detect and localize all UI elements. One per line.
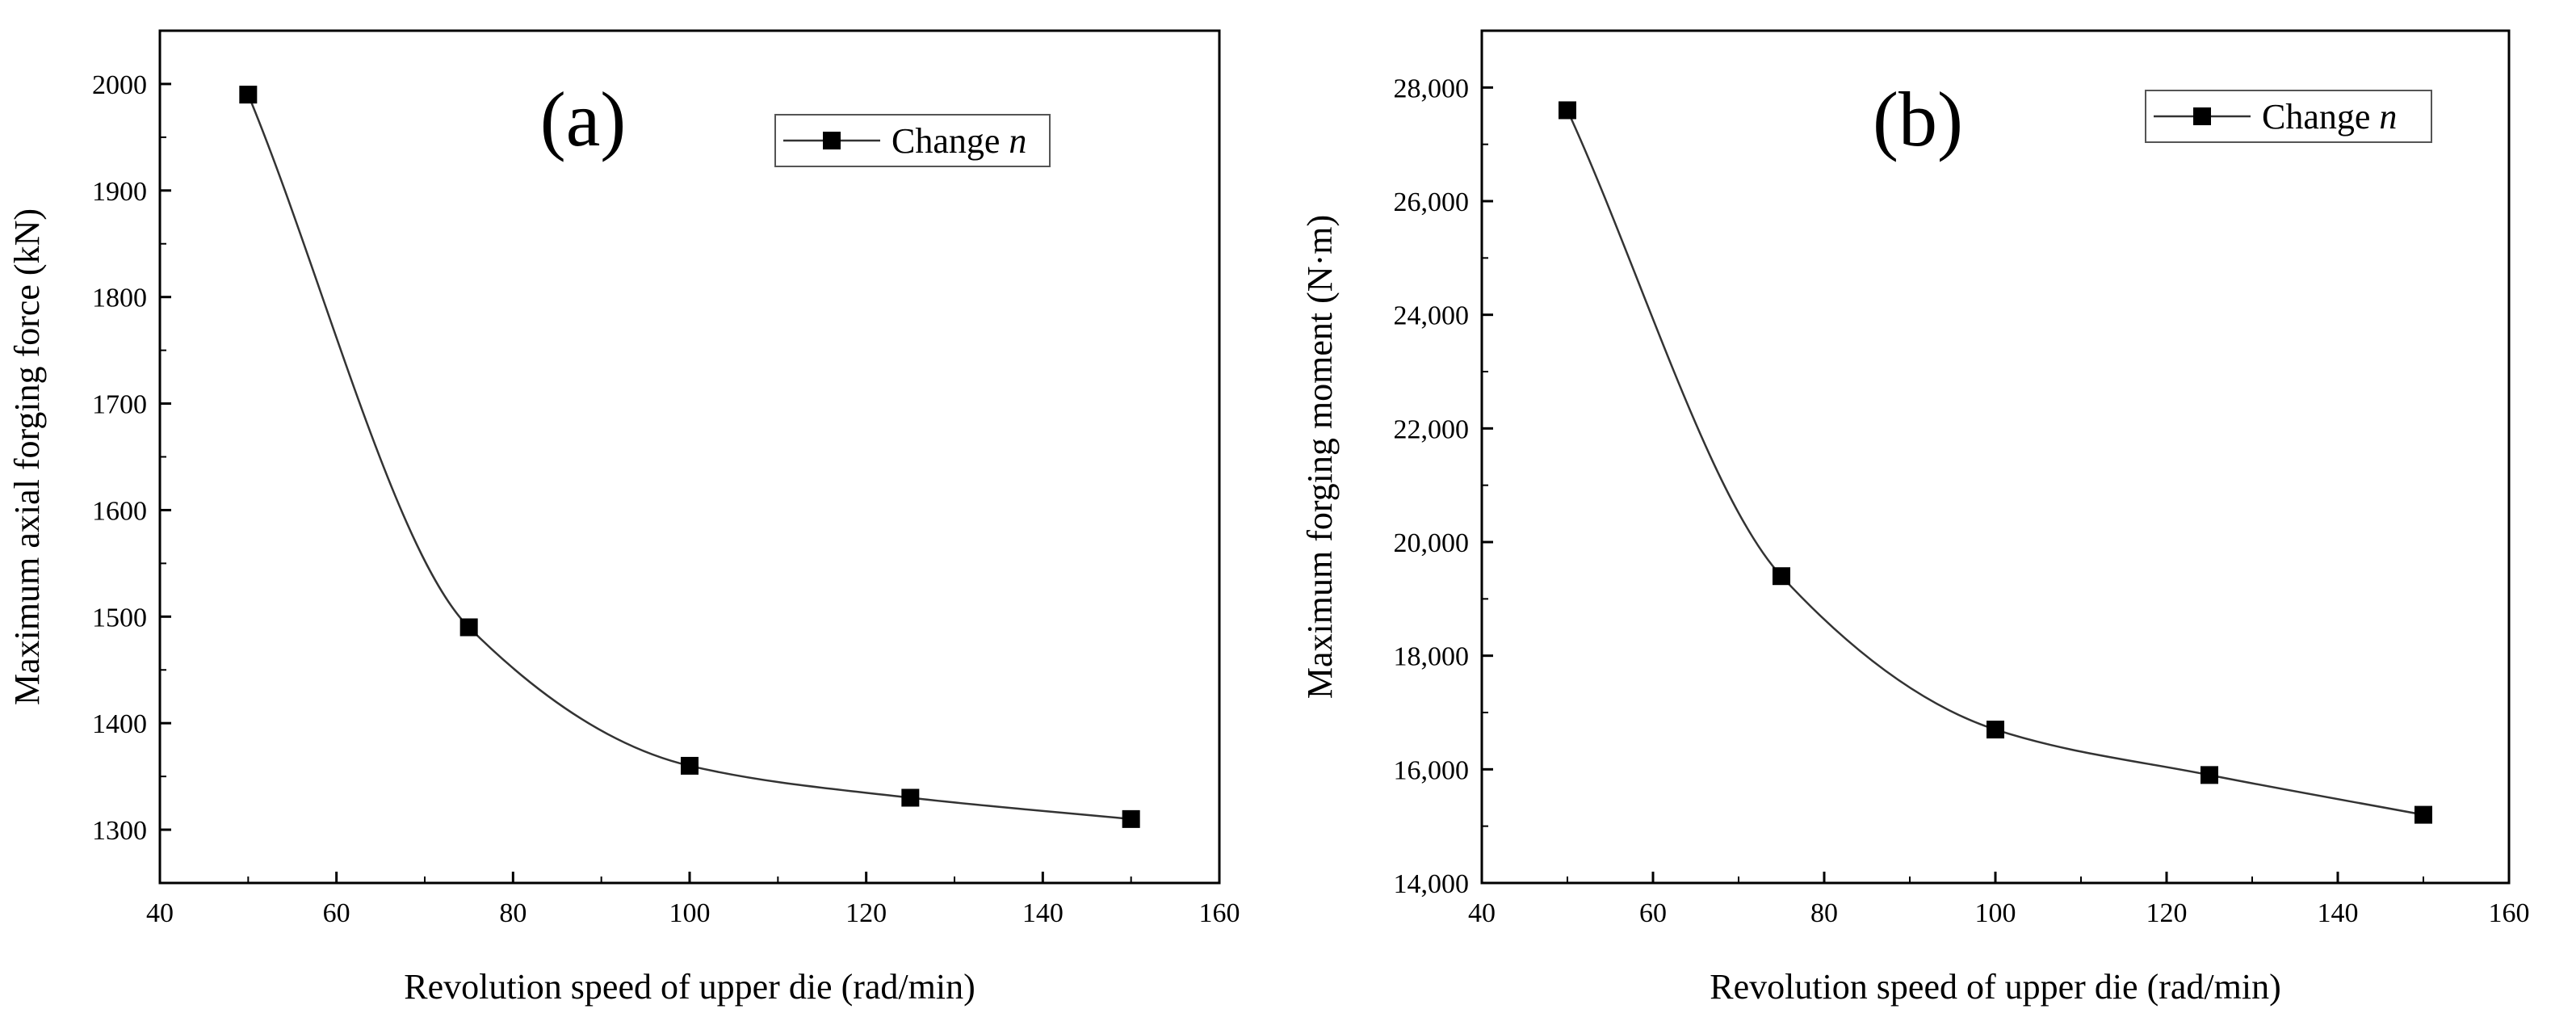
- y-tick-label: 22,000: [1394, 414, 1470, 444]
- x-tick-label: 160: [1199, 898, 1240, 928]
- y-tick-label: 1800: [92, 284, 147, 313]
- series-line: [247, 94, 1131, 821]
- y-tick-label: 28,000: [1394, 74, 1470, 103]
- plot-frame: [158, 29, 1221, 885]
- panel-label: (a): [540, 76, 627, 162]
- data-point-marker: [1773, 567, 1790, 586]
- legend-label: Change n: [2262, 97, 2397, 137]
- y-tick-label: 26,000: [1394, 187, 1470, 217]
- x-tick-label: 60: [323, 898, 350, 928]
- y-axis-title: Maximum axial forging force (kN): [7, 208, 47, 705]
- data-point-marker: [2414, 805, 2432, 824]
- x-tick-label: 40: [146, 898, 174, 928]
- data-point-marker: [681, 756, 699, 775]
- legend-marker: [823, 132, 841, 149]
- x-tick-label: 140: [1022, 898, 1064, 928]
- plot-frame: [1480, 29, 2511, 885]
- y-tick-label: 1500: [92, 603, 147, 633]
- x-tick-label: 40: [1468, 898, 1496, 928]
- y-tick-label: 1300: [92, 816, 147, 846]
- x-tick-label: 60: [1639, 898, 1667, 928]
- y-axis-title: Maximum forging moment (N·m): [1300, 215, 1340, 699]
- y-tick-label: 18,000: [1394, 642, 1470, 672]
- data-point-marker: [2201, 766, 2218, 784]
- legend-label-name: Change: [892, 121, 1009, 161]
- y-tick-label: 20,000: [1394, 528, 1470, 558]
- x-tick-label: 100: [669, 898, 711, 928]
- x-tick-label: 140: [2318, 898, 2359, 928]
- data-point-marker: [239, 86, 258, 104]
- y-tick-label: 1400: [92, 709, 147, 739]
- chart-a-svg: 40 60 80 100 120 140 160 1300 1400 1500 1600 1700 18…: [7, 29, 1240, 1007]
- y-tick-label: 1700: [92, 390, 147, 420]
- y-tick-label: 16,000: [1394, 755, 1470, 785]
- legend-label-var: n: [1009, 121, 1026, 161]
- legend-marker: [2193, 107, 2211, 125]
- x-tick-label: 120: [2146, 898, 2188, 928]
- x-tick-label: 100: [1975, 898, 2016, 928]
- panel-label: (b): [1873, 76, 1963, 162]
- x-axis-title: Revolution speed of upper die (rad/min): [1710, 967, 2280, 1007]
- x-tick-label: 120: [845, 898, 887, 928]
- chart-a: 40 60 80 100 120 140 160 1300 1400 1500 1600 1700 18…: [7, 29, 1240, 1007]
- legend-label-var: n: [2379, 97, 2397, 137]
- legend-label-name: Change: [2262, 97, 2379, 137]
- y-tick-label: 1900: [92, 177, 147, 207]
- x-tick-label: 80: [499, 898, 527, 928]
- data-point-marker: [459, 618, 478, 637]
- y-tick-label: 24,000: [1394, 301, 1470, 331]
- data-point-marker: [901, 788, 920, 807]
- x-tick-label: 160: [2489, 898, 2530, 928]
- legend-label: Change n: [892, 121, 1026, 161]
- chart-b: 40 60 80 100 120 140 160 14,000 16,000 18,000 20,0…: [1288, 0, 2576, 1030]
- chart-b-svg: 40 60 80 100 120 140 160 14,000 16,000 18,000 20,0…: [1300, 29, 2530, 1007]
- y-tick-label: 14,000: [1394, 869, 1470, 899]
- y-tick-label: 2000: [92, 70, 147, 100]
- data-point-marker: [1987, 721, 2004, 739]
- data-point-marker: [1559, 101, 1576, 120]
- y-tick-label: 1600: [92, 496, 147, 526]
- series-line: [1566, 109, 2424, 816]
- x-tick-label: 80: [1810, 898, 1838, 928]
- x-axis-title: Revolution speed of upper die (rad/min): [404, 967, 975, 1007]
- data-point-marker: [1122, 809, 1140, 828]
